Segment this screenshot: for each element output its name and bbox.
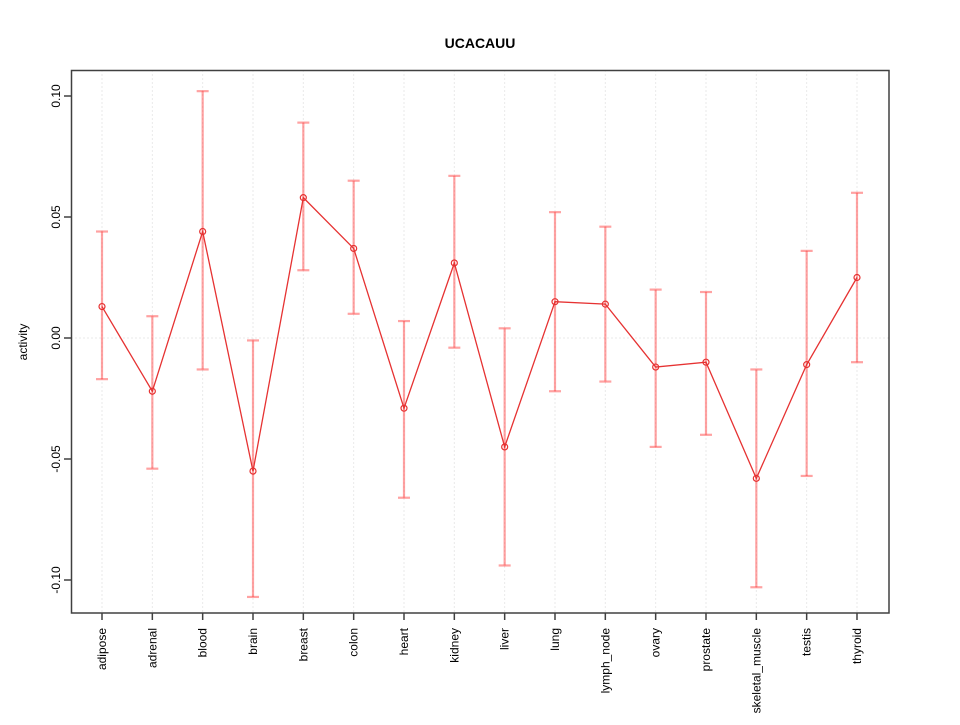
data-point-heart xyxy=(400,404,408,412)
data-point-colon xyxy=(350,244,358,253)
x-tick-label-adrenal: adrenal xyxy=(145,628,159,668)
x-tick-label-testis: testis xyxy=(800,628,814,656)
x-tick-label-skeletal_muscle: skeletal_muscle xyxy=(749,628,763,714)
y-axis-ticks: 0.10 0.05 0.00 -0.05 -0.10 xyxy=(49,84,72,594)
x-tick-label-thyroid: thyroid xyxy=(850,628,864,664)
axis-layer: 0.10 0.05 0.00 -0.05 -0.10 adipose adrenal blo… xyxy=(49,69,890,713)
y-axis-label: activity xyxy=(16,324,30,361)
x-tick-label-kidney: kidney xyxy=(447,628,461,663)
data-point-kidney xyxy=(450,259,458,267)
error-bar-ovary xyxy=(649,288,662,448)
x-tick-label-colon: colon xyxy=(347,628,361,657)
data-point-thyroid xyxy=(853,273,861,282)
x-axis-ticks: adipose adrenal blood brain breast colon heart… xyxy=(95,613,864,713)
data-point-blood xyxy=(199,227,207,236)
x-tick-label-lymph_node: lymph_node xyxy=(598,628,612,694)
x-tick-label-breast: breast xyxy=(296,627,310,661)
x-tick-label-adipose: adipose xyxy=(95,628,109,670)
data-point-brain xyxy=(249,467,257,475)
data-point-skeletal_muscle xyxy=(752,474,760,482)
data-point-adipose xyxy=(98,302,106,311)
x-tick-label-lung: lung xyxy=(548,628,562,651)
data-point-prostate xyxy=(702,358,710,366)
data-point-ovary xyxy=(652,363,660,371)
plot-border xyxy=(70,69,890,614)
x-tick-label-heart: heart xyxy=(397,627,411,655)
y-tick-label: 0.10 xyxy=(49,84,63,108)
chart-title: UCACAUU xyxy=(445,35,516,51)
y-tick-label: -0.05 xyxy=(49,445,63,473)
error-bar-colon xyxy=(347,179,360,315)
x-tick-label-brain: brain xyxy=(246,628,260,655)
series-line xyxy=(101,196,858,480)
error-bar-breast xyxy=(297,121,310,272)
series-layer xyxy=(98,194,861,482)
data-point-liver xyxy=(501,443,509,451)
x-tick-label-blood: blood xyxy=(196,628,210,657)
x-tick-label-liver: liver xyxy=(498,628,512,650)
y-tick-label: 0.05 xyxy=(49,205,63,229)
y-tick-label: 0.00 xyxy=(49,326,63,350)
y-tick-label: -0.10 xyxy=(49,566,63,594)
data-point-lung xyxy=(551,298,559,306)
x-tick-label-ovary: ovary xyxy=(649,628,663,657)
data-point-lymph_node xyxy=(601,300,609,308)
data-point-breast xyxy=(299,194,307,202)
data-point-testis xyxy=(803,361,811,369)
data-point-adrenal xyxy=(148,387,156,395)
x-tick-label-prostate: prostate xyxy=(699,628,713,672)
error-bar-adipose xyxy=(96,230,108,381)
